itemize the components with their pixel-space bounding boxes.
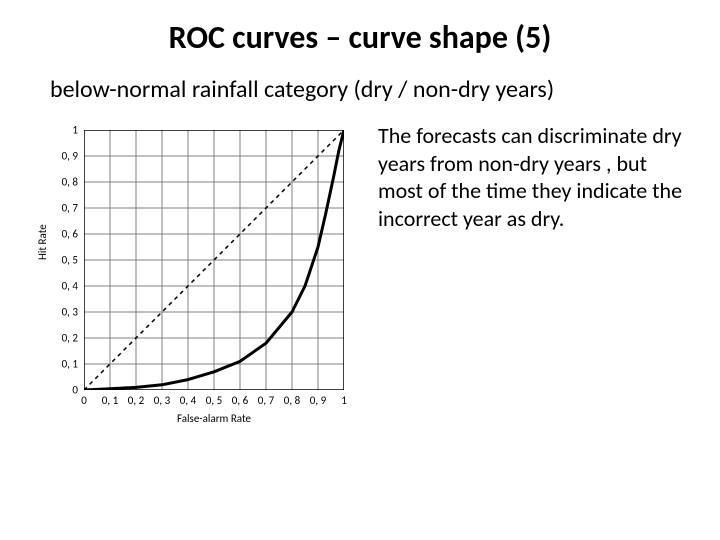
x-tick-label: 0, 5 <box>206 390 222 407</box>
y-tick-label: 0, 4 <box>62 280 84 293</box>
x-tick-label: 0, 8 <box>284 390 300 407</box>
y-tick-label: 0, 8 <box>62 176 84 189</box>
y-tick-label: 0, 3 <box>62 306 84 319</box>
y-tick-label: 1 <box>72 124 84 137</box>
x-tick-label: 0, 4 <box>180 390 196 407</box>
y-tick-label: 0, 9 <box>62 150 84 163</box>
x-tick-label: 0, 1 <box>102 390 118 407</box>
x-tick-label: 0, 2 <box>128 390 144 407</box>
x-axis-label: False-alarm Rate <box>84 412 344 425</box>
roc-chart: 0 0, 1 0, 2 0, 3 0, 4 0, 5 0, 6 0, 7 0, 8 0, 9 1 0… <box>30 122 370 472</box>
plot-area: 00, 10, 20, 30, 40, 50, 60, 70, 80, 91 0… <box>84 130 344 390</box>
x-tick-label: 0 <box>81 390 87 407</box>
x-tick-label: 0, 7 <box>258 390 274 407</box>
subtitle: below-normal rainfall category (dry / no… <box>50 75 700 104</box>
y-tick-label: 0, 1 <box>62 358 84 371</box>
y-tick-label: 0, 2 <box>62 332 84 345</box>
plot-svg <box>84 130 344 390</box>
content-row: 0 0, 1 0, 2 0, 3 0, 4 0, 5 0, 6 0, 7 0, 8 0, 9 1 0… <box>20 122 700 472</box>
x-tick-label: 1 <box>341 390 347 407</box>
y-tick-label: 0, 5 <box>62 254 84 267</box>
page-title: ROC curves – curve shape (5) <box>20 18 700 57</box>
y-tick-label: 0, 7 <box>62 202 84 215</box>
x-tick-label: 0, 6 <box>232 390 248 407</box>
y-tick-label: 0, 6 <box>62 228 84 241</box>
x-tick-label: 0, 9 <box>310 390 326 407</box>
x-tick-label: 0, 3 <box>154 390 170 407</box>
body-text: The forecasts can discriminate dry years… <box>370 122 700 472</box>
slide: ROC curves – curve shape (5) below-norma… <box>0 0 720 540</box>
y-axis-label: Hit Rate <box>36 224 49 260</box>
